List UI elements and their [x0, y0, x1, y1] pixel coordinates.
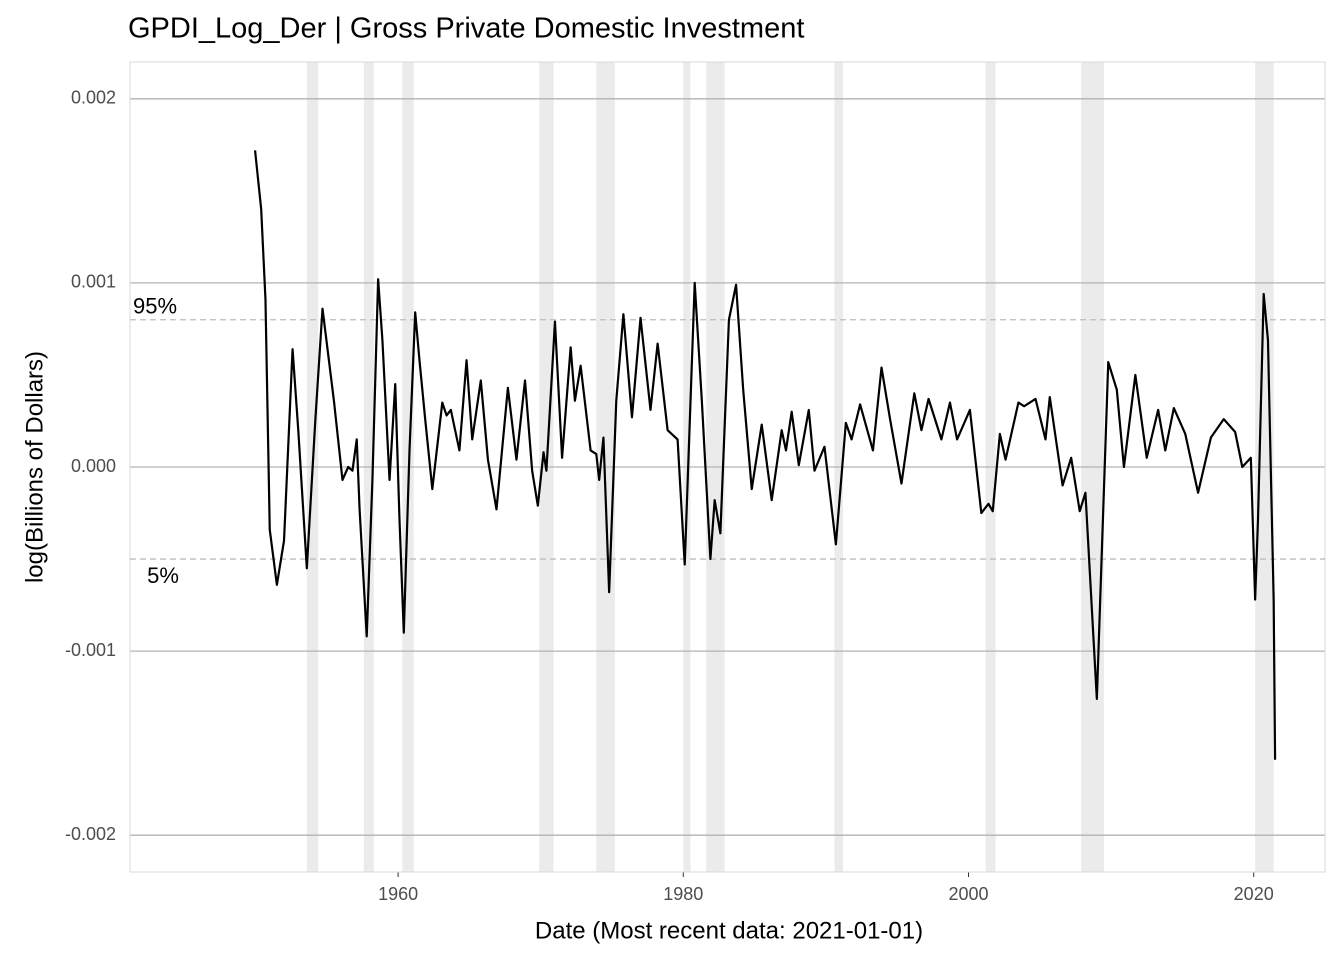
- reference-label: 5%: [147, 563, 179, 588]
- x-tick-label: 2020: [1234, 884, 1274, 904]
- x-axis-label: Date (Most recent data: 2021-01-01): [535, 917, 923, 944]
- x-tick-label: 1980: [663, 884, 703, 904]
- y-tick-label: 0.000: [71, 456, 116, 476]
- x-tick-label: 2000: [948, 884, 988, 904]
- panel-border: [129, 61, 1326, 873]
- y-axis-label: log(Billions of Dollars): [21, 351, 48, 583]
- reference-label: 95%: [133, 294, 177, 319]
- chart-title: GPDI_Log_Der | Gross Private Domestic In…: [128, 13, 804, 45]
- y-tick-label: -0.001: [65, 640, 116, 660]
- x-tick-label: 1960: [378, 884, 418, 904]
- y-tick-label: 0.002: [71, 88, 116, 108]
- data-line: [253, 150, 1277, 760]
- y-tick-label: -0.002: [65, 824, 116, 844]
- y-tick-label: 0.001: [71, 272, 116, 292]
